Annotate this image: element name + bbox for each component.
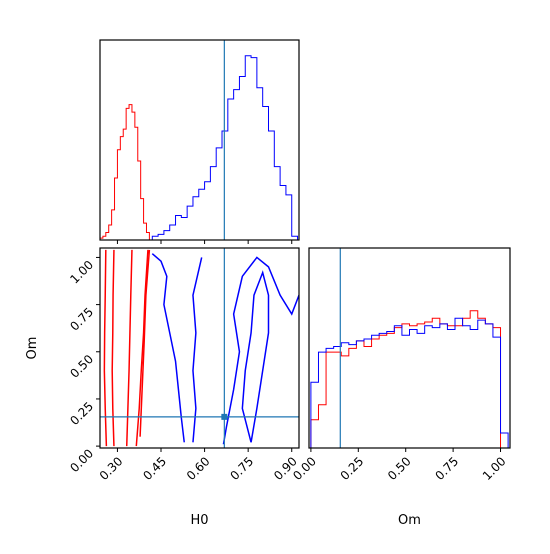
contour-red-3 — [135, 249, 149, 447]
contour-red-0 — [103, 249, 108, 447]
h0-histogram-panel — [99, 39, 300, 244]
truth-marker — [221, 413, 228, 420]
contour-blue-2 — [222, 256, 299, 445]
contour-blue-3 — [241, 270, 270, 443]
contour-red-4 — [139, 249, 151, 437]
h0-histogram-red — [99, 104, 150, 240]
contour-blue-0 — [151, 253, 185, 443]
h0-histogram-frame — [99, 39, 300, 241]
x-axis-label-om: Om — [398, 513, 421, 528]
y-axis-label-om: Om — [25, 337, 40, 360]
x-axis-label-h0: H0 — [190, 513, 208, 528]
om-histogram-red — [310, 310, 502, 448]
om-histogram-blue — [310, 317, 509, 448]
contour-frame — [99, 247, 300, 449]
contour-red-1 — [111, 249, 115, 447]
contour-red-2 — [125, 249, 133, 447]
om-histogram-frame — [308, 247, 511, 449]
contour-blue-1 — [192, 257, 203, 443]
